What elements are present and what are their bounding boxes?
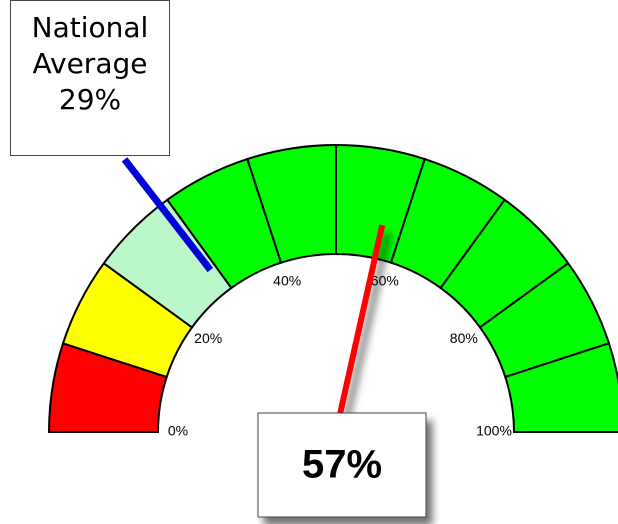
- average-needle: [121, 157, 214, 273]
- tick-label: 40%: [273, 272, 301, 288]
- value-label: 57%: [302, 443, 382, 487]
- value-needle: [335, 224, 386, 423]
- gauge-band: [504, 342, 618, 433]
- tick-label: 60%: [371, 272, 399, 288]
- average-label: 29%: [58, 83, 122, 116]
- average-box: National Average 29%: [10, 0, 170, 156]
- average-name: National Average: [31, 11, 149, 80]
- tick-label: 0%: [168, 423, 188, 439]
- tick-label: 80%: [450, 330, 478, 346]
- tick-label: 100%: [476, 423, 512, 439]
- tick-label: 20%: [194, 330, 222, 346]
- value-box: [257, 412, 427, 518]
